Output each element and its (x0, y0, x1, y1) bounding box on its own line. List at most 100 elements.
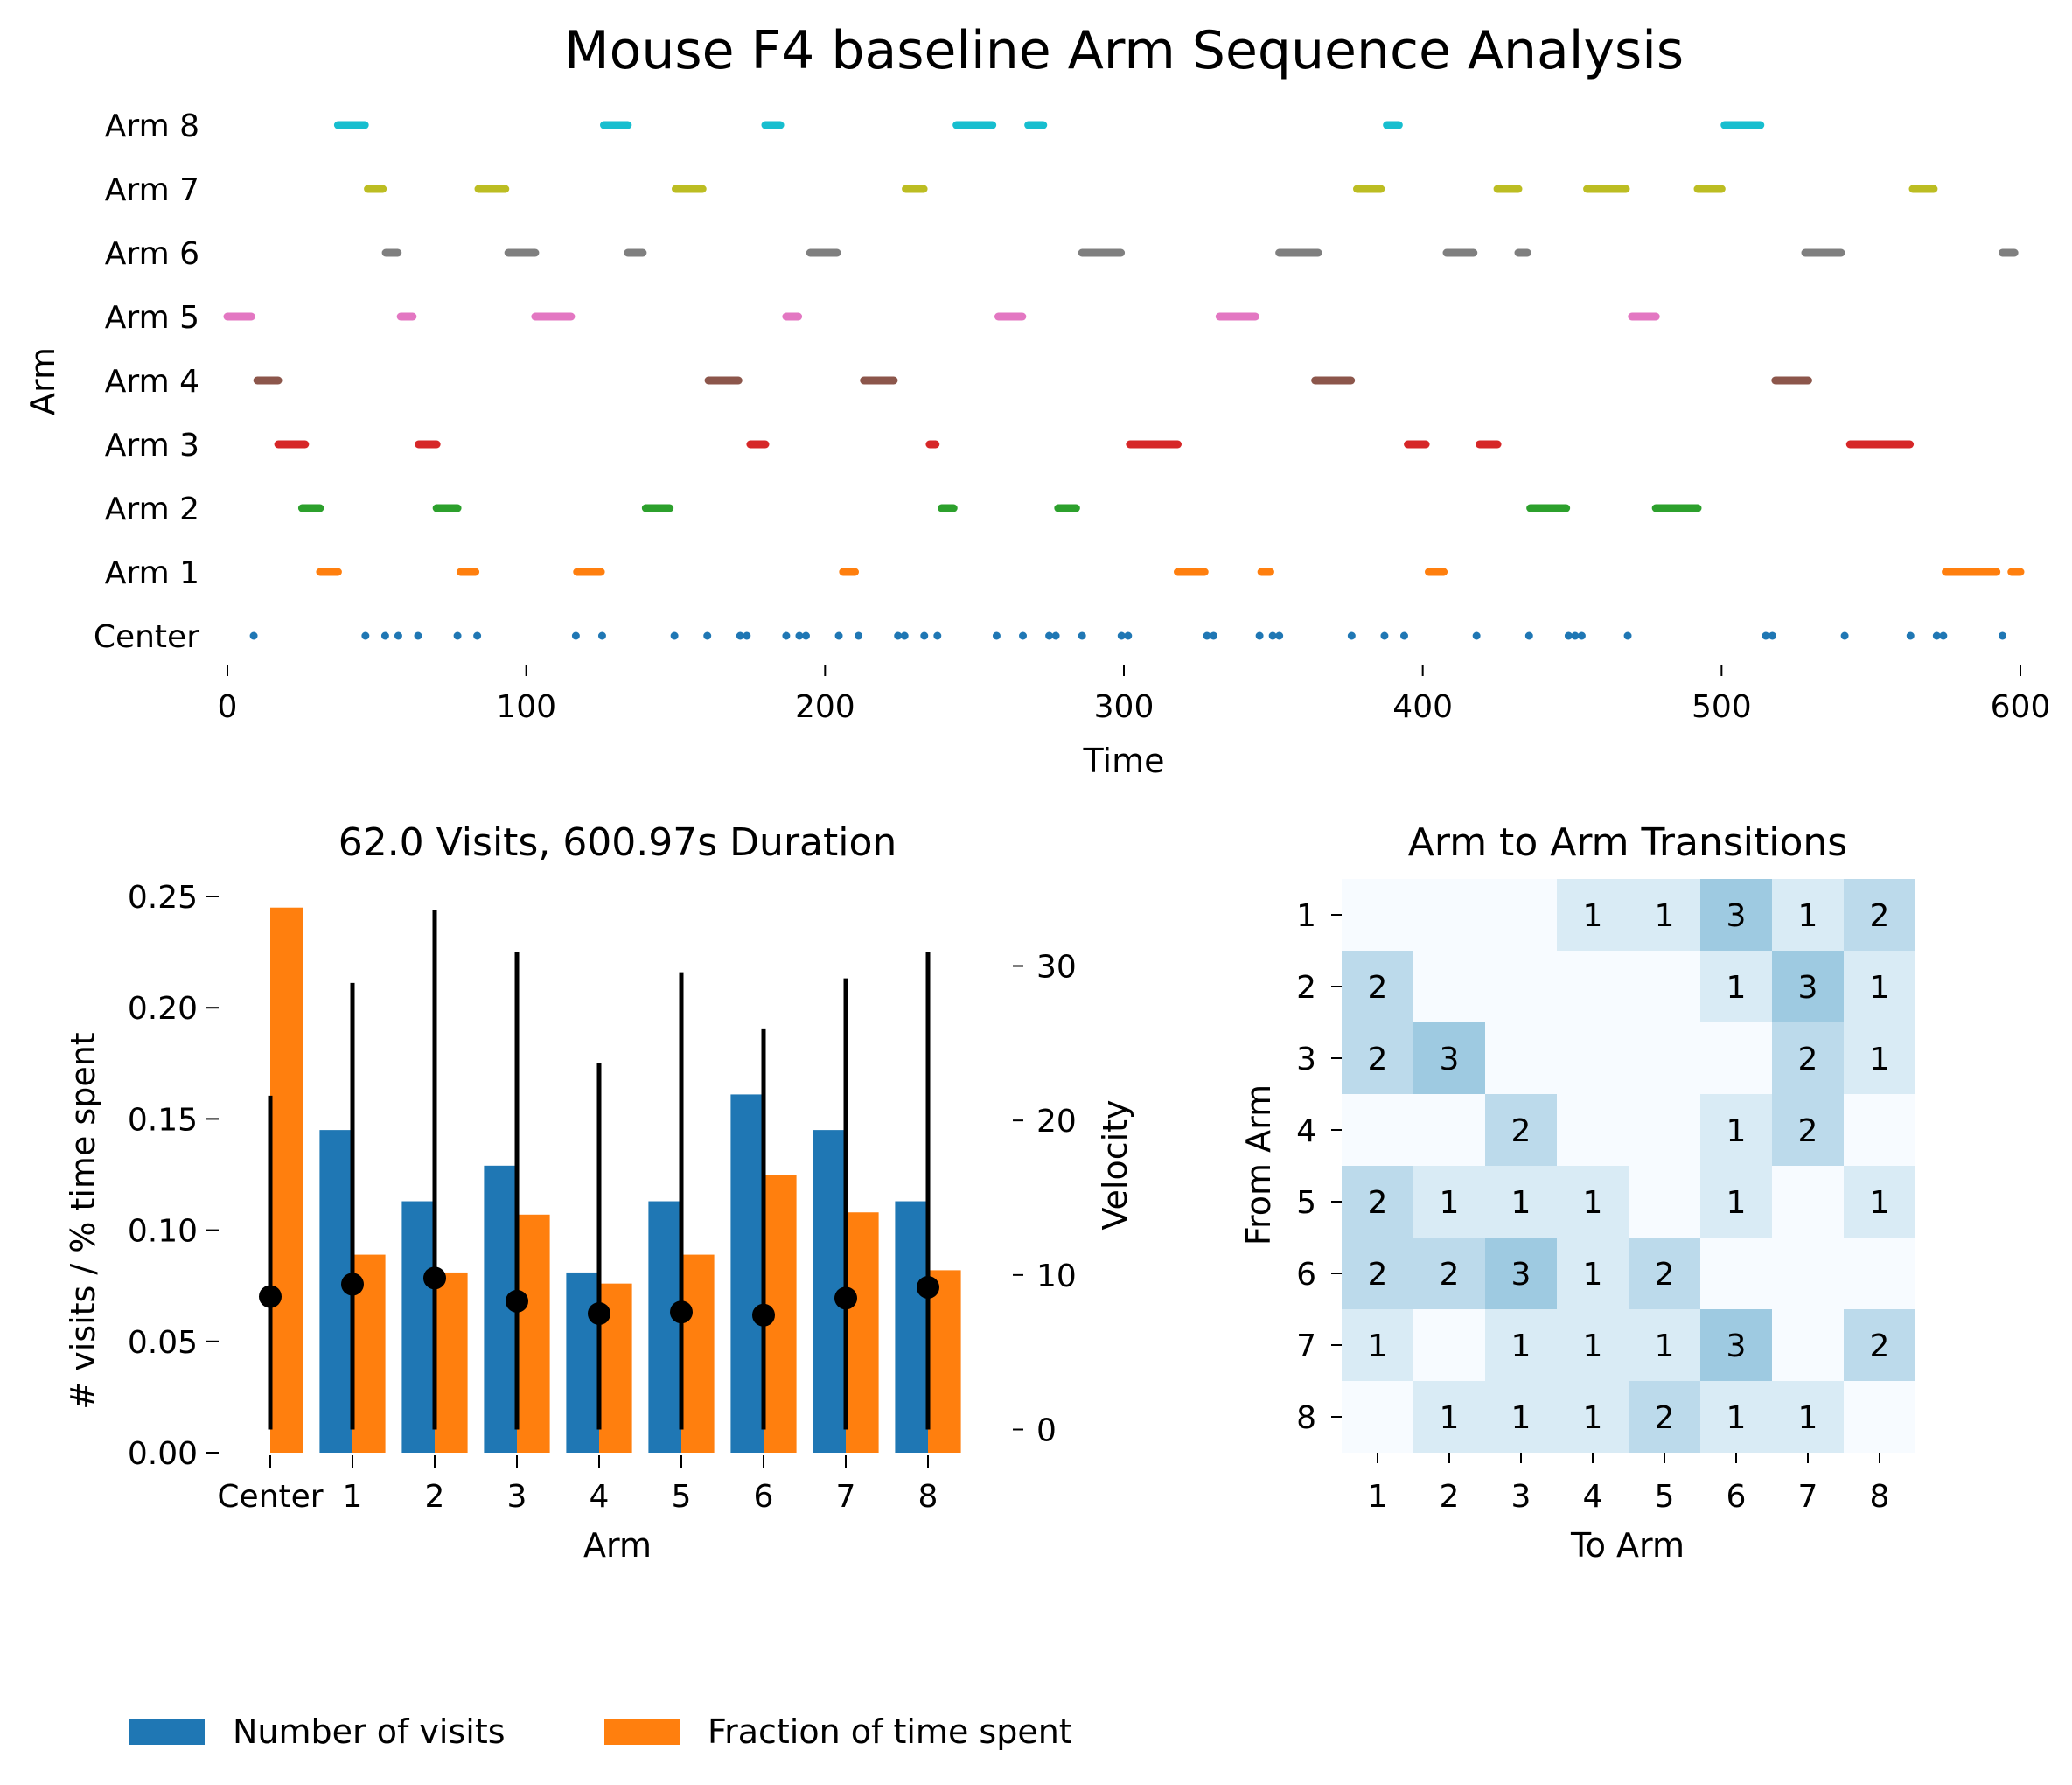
heatmap-cell (1772, 1166, 1844, 1238)
timeline-center-point (380, 631, 389, 640)
bar-ytick-right-label: 20 (1036, 1104, 1077, 1140)
heatmap-ylabel: From Arm (1239, 1084, 1278, 1245)
timeline-center-point (834, 631, 843, 640)
timeline-row-label: Arm 4 (105, 364, 199, 400)
timeline-xtick-label: 600 (1991, 689, 2051, 725)
timeline-center-point (249, 631, 258, 640)
heatmap-cell (1629, 1381, 1700, 1453)
heatmap-cell (1772, 1094, 1844, 1166)
timeline-center-point (933, 631, 942, 640)
heatmap-cell (1342, 1238, 1413, 1309)
bar-xtick-label: 2 (425, 1479, 445, 1515)
heatmap-cell-label: 1 (1511, 1328, 1531, 1364)
timeline-center-point (1999, 631, 2006, 640)
bar-xtick-label: 7 (836, 1479, 856, 1515)
heatmap-cell (1772, 1022, 1844, 1094)
bar-ytick-label: 0.25 (128, 880, 198, 916)
timeline-panel: Time Arm 0 100 200 300 400 500 600 Center Arm 1 A… (24, 108, 2050, 780)
bar-ytick-label: 0.05 (128, 1325, 198, 1361)
timeline-center-point (1203, 631, 1211, 640)
bar-xtick-label: 4 (590, 1479, 610, 1515)
heatmap-cell (1485, 951, 1557, 1022)
heatmap-cell (1557, 1166, 1629, 1238)
heatmap-cell (1342, 1094, 1413, 1166)
timeline-center-point (1932, 631, 1941, 640)
velocity-point (917, 1275, 939, 1299)
heatmap-cell (1485, 1094, 1557, 1166)
bar-ylabel-right: Velocity (1096, 1099, 1134, 1230)
heatmap-cell (1485, 1022, 1557, 1094)
heatmap-cell (1844, 951, 1915, 1022)
legend-label-time: Fraction of time spent (708, 1712, 1072, 1751)
timeline-center-point (1768, 631, 1776, 640)
heatmap-cell-label: 1 (1655, 1328, 1675, 1364)
bar-ylabel: # visits / % time spent (64, 1032, 102, 1409)
timeline-xtick-label: 100 (496, 689, 556, 725)
velocity-point (423, 1266, 446, 1290)
velocity-point (752, 1303, 775, 1327)
heatmap-cell-label: 1 (1583, 1257, 1603, 1293)
bar-ytick-label: 0.15 (128, 1102, 198, 1138)
heatmap-cell-label: 3 (1727, 898, 1747, 934)
bar-time (681, 1254, 715, 1453)
timeline-center-point (743, 631, 751, 640)
heatmap-cell-label: 3 (1511, 1257, 1531, 1293)
timeline-xtick-label: 400 (1392, 689, 1453, 725)
timeline-xtick-label: 200 (795, 689, 855, 725)
timeline-center-point (992, 631, 1001, 640)
timeline-center-point (736, 631, 744, 640)
timeline-center-point (1840, 631, 1849, 640)
heatmap-cell (1413, 1166, 1485, 1238)
bar-ytick-right-label: 30 (1036, 950, 1077, 986)
bar-time (928, 1270, 961, 1453)
bar-visits (730, 1094, 764, 1453)
timeline-center-point (1762, 631, 1770, 640)
heatmap-cell-label: 2 (1870, 1328, 1890, 1364)
heatmap-cell-label: 2 (1798, 1042, 1818, 1077)
heatmap-cell-label: 2 (1368, 1185, 1388, 1221)
heatmap-cell (1629, 1022, 1700, 1094)
heatmap-cell-label: 1 (1727, 1113, 1747, 1149)
heatmap-cell-label: 1 (1655, 898, 1675, 934)
bar-xtick-label: 5 (672, 1479, 692, 1515)
bar-xtick-label: 1 (343, 1479, 363, 1515)
bar-time (435, 1272, 468, 1453)
heatmap-cell (1342, 1381, 1413, 1453)
heatmap-cell (1557, 1238, 1629, 1309)
bar-visits (401, 1201, 435, 1453)
timeline-center-point (894, 631, 903, 640)
heatmap-cell (1629, 1238, 1700, 1309)
heatmap-cell-label: 2 (1440, 1257, 1460, 1293)
heatmap-cell (1557, 1094, 1629, 1166)
heatmap-cell-label: 1 (1368, 1328, 1388, 1364)
legend-swatch-time (604, 1719, 680, 1745)
timeline-row-label: Arm 2 (105, 492, 199, 527)
timeline-center-point (1472, 631, 1481, 640)
heatmap-xtick-label: 8 (1870, 1479, 1890, 1515)
heatmap-cell (1413, 1022, 1485, 1094)
heatmap-cell-label: 3 (1727, 1328, 1747, 1364)
timeline-center-point (1524, 631, 1533, 640)
heatmap-cell-label: 1 (1440, 1185, 1460, 1221)
heatmap-cell (1844, 1022, 1915, 1094)
velocity-point (506, 1289, 528, 1313)
bar-time (517, 1214, 550, 1453)
heatmap-cell-label: 3 (1798, 970, 1818, 1006)
bar-xtick-label: 8 (918, 1479, 938, 1515)
timeline-center-point (1045, 631, 1054, 640)
heatmap-xtick-label: 2 (1440, 1479, 1460, 1515)
timeline-center-point (571, 631, 580, 640)
bar-xtick-label: 6 (754, 1479, 774, 1515)
timeline-center-point (1347, 631, 1356, 640)
heatmap-cell (1342, 951, 1413, 1022)
timeline-xlabel: Time (1083, 742, 1165, 780)
heatmap-cell-label: 1 (1440, 1400, 1460, 1436)
timeline-xtick-label: 0 (218, 689, 238, 725)
velocity-point (834, 1286, 857, 1310)
timeline-center-point (670, 631, 679, 640)
bar-title: 62.0 Visits, 600.97s Duration (338, 820, 897, 865)
heatmap-cell (1700, 951, 1772, 1022)
timeline-row-label: Arm 7 (105, 172, 199, 208)
timeline-row-label: Arm 6 (105, 236, 199, 272)
bar-ytick-label: 0.00 (128, 1436, 198, 1472)
